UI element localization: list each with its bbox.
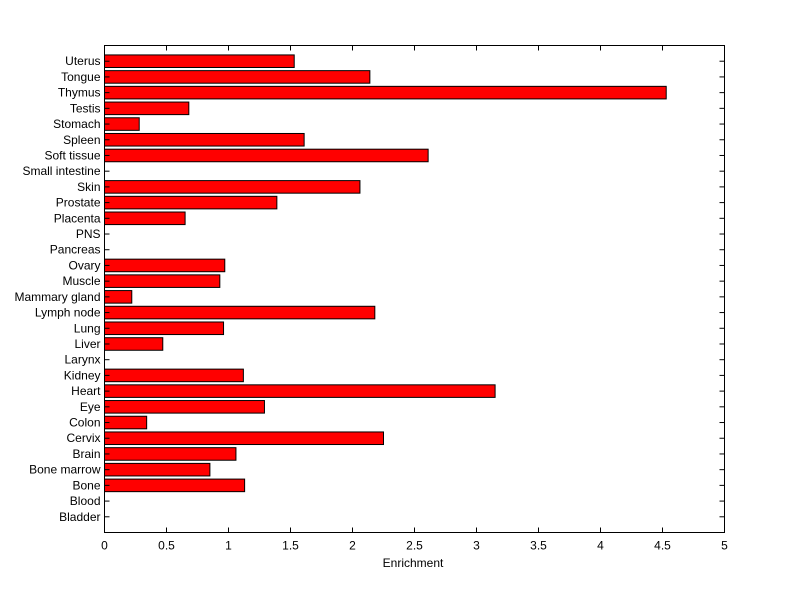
bar-brain bbox=[104, 447, 237, 461]
bar-tongue bbox=[104, 70, 371, 84]
x-tick-label: 1 bbox=[225, 539, 232, 553]
bar-skin bbox=[104, 180, 361, 194]
bar-bone bbox=[104, 478, 246, 493]
bar-soft-tissue bbox=[104, 148, 429, 163]
bar-stomach bbox=[104, 117, 140, 131]
y-tick-label: Heart bbox=[71, 384, 101, 398]
bar-heart bbox=[104, 384, 496, 398]
x-tick-label: 0 bbox=[101, 539, 108, 553]
x-tick-label: 0.5 bbox=[158, 539, 175, 553]
bar-colon bbox=[104, 415, 148, 430]
x-tick-label: 2.5 bbox=[406, 539, 423, 553]
y-tick-label: Uterus bbox=[65, 54, 100, 68]
y-tick-label: PNS bbox=[76, 227, 101, 241]
y-tick-label: Skin bbox=[77, 180, 100, 194]
bar-thymus bbox=[104, 85, 667, 100]
bar-muscle bbox=[104, 274, 221, 288]
y-tick-label: Bone marrow bbox=[29, 463, 101, 477]
y-tick-label: Eye bbox=[80, 400, 101, 414]
x-tick-label: 2 bbox=[349, 539, 356, 553]
x-tick-label: 4.5 bbox=[654, 539, 671, 553]
y-tick-label: Tongue bbox=[61, 70, 101, 84]
y-tick-label: Testis bbox=[70, 101, 101, 115]
bar-lymph-node bbox=[104, 305, 376, 320]
bar-prostate bbox=[104, 195, 278, 210]
bar-placenta bbox=[104, 211, 186, 226]
y-tick-label: Placenta bbox=[54, 211, 101, 225]
bar-testis bbox=[104, 101, 190, 116]
y-tick-label: Soft tissue bbox=[44, 148, 100, 162]
x-tick-label: 4 bbox=[597, 539, 604, 553]
bar-bone-marrow bbox=[104, 462, 211, 477]
y-tick-label: Bone bbox=[72, 478, 100, 492]
y-tick-label: Larynx bbox=[64, 353, 100, 367]
y-tick-label: Blood bbox=[70, 494, 101, 508]
y-tick-label: Spleen bbox=[63, 133, 100, 147]
y-tick-label: Lymph node bbox=[35, 306, 101, 320]
y-tick-label: Colon bbox=[69, 416, 100, 430]
x-tick-label: 3.5 bbox=[530, 539, 547, 553]
bar-liver bbox=[104, 337, 164, 351]
bar-cervix bbox=[104, 431, 384, 446]
bar-ovary bbox=[104, 258, 226, 273]
bar-lung bbox=[104, 321, 225, 336]
bar-eye bbox=[104, 400, 265, 414]
y-tick-label: Muscle bbox=[62, 274, 100, 288]
y-tick-label: Brain bbox=[72, 447, 100, 461]
y-tick-label: Pancreas bbox=[50, 243, 101, 257]
y-tick-label: Lung bbox=[74, 321, 101, 335]
y-tick-label: Bladder bbox=[59, 510, 100, 524]
y-tick-label: Thymus bbox=[58, 86, 101, 100]
ticks-layer bbox=[104, 45, 725, 533]
bar-spleen bbox=[104, 132, 305, 147]
y-tick-label: Kidney bbox=[64, 368, 101, 382]
y-tick-label: Small intestine bbox=[22, 164, 100, 178]
y-tick-label: Ovary bbox=[68, 258, 100, 272]
y-tick-label: Cervix bbox=[66, 431, 100, 445]
x-axis-label: Enrichment bbox=[383, 556, 444, 570]
x-tick-label: 1.5 bbox=[282, 539, 299, 553]
y-tick-label: Liver bbox=[74, 337, 100, 351]
bar-uterus bbox=[104, 54, 295, 68]
x-tick-label: 5 bbox=[721, 539, 728, 553]
x-tick-label: 3 bbox=[473, 539, 480, 553]
y-tick-label: Prostate bbox=[56, 196, 101, 210]
bars-layer bbox=[104, 54, 667, 493]
y-tick-label: Mammary gland bbox=[14, 290, 100, 304]
y-tick-label: Stomach bbox=[53, 117, 100, 131]
bar-kidney bbox=[104, 368, 244, 383]
